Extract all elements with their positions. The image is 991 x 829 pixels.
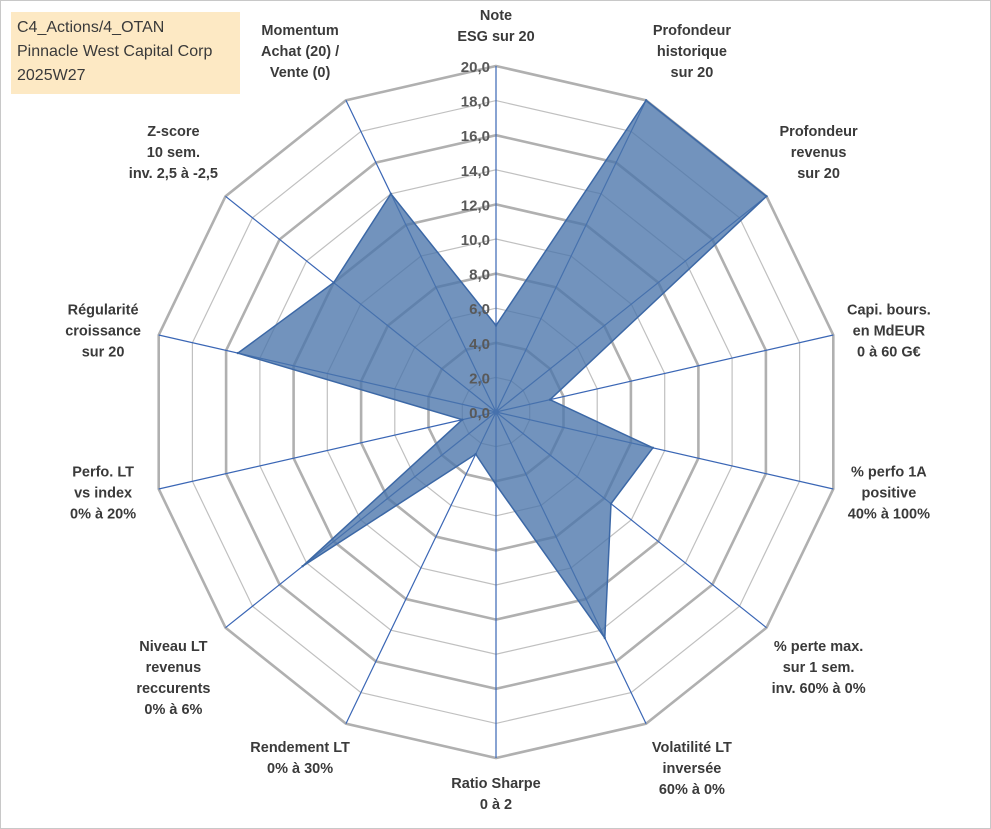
data-point-7 bbox=[494, 483, 498, 486]
axis-label-line: en MdEUR bbox=[853, 324, 926, 340]
data-point-1 bbox=[644, 99, 648, 102]
tick-label: 16,0 bbox=[461, 128, 490, 145]
tick-label: 6,0 bbox=[469, 301, 490, 318]
axis-label-1: Profondeur historique sur 20 bbox=[653, 23, 731, 81]
spoke-10 bbox=[158, 411, 497, 490]
title-line-1: C4_Actions/4_OTAN bbox=[17, 19, 165, 36]
data-point-5 bbox=[609, 502, 613, 505]
axis-label-line: Profondeur bbox=[653, 23, 731, 39]
axis-label-line: 0 à 60 G€ bbox=[857, 345, 921, 361]
tick-label: 8,0 bbox=[469, 267, 490, 284]
axis-label-line: inv. 60% à 0% bbox=[772, 681, 866, 697]
axis-label-line: Profondeur bbox=[780, 124, 858, 140]
data-point-13 bbox=[389, 192, 393, 195]
axis-label-line: 40% à 100% bbox=[848, 507, 930, 523]
axis-labels: Note ESG sur 20 Profondeur historique sur 20… bbox=[65, 8, 931, 813]
data-point-0 bbox=[494, 324, 498, 327]
axis-label-line: sur 20 bbox=[82, 345, 125, 361]
tick-label: 14,0 bbox=[461, 163, 490, 180]
axis-label-line: % perte max. bbox=[774, 639, 863, 655]
axis-label-line: sur 20 bbox=[797, 166, 840, 182]
data-point-9 bbox=[301, 565, 304, 568]
tick-label: 12,0 bbox=[461, 197, 490, 214]
axis-label-12: Z-score 10 sem. inv. 2,5 à -2,5 bbox=[129, 124, 218, 182]
radial-tick-labels: 0,0 2,0 4,0 6,0 8,0 10,0 12,0 14,0 16,0 18,0 20,0 bbox=[461, 59, 490, 422]
axis-label-line: 0% à 20% bbox=[70, 507, 136, 523]
axis-label-line: Ratio Sharpe bbox=[451, 776, 540, 792]
title-line-2: Pinnacle West Capital Corp bbox=[17, 43, 213, 60]
data-point-10 bbox=[461, 418, 464, 421]
axis-label-line: reccurents bbox=[136, 681, 210, 697]
axis-label-line: Niveau LT bbox=[139, 639, 207, 655]
axis-label-7: Ratio Sharpe 0 à 2 bbox=[451, 776, 540, 813]
axis-label-line: Capi. bours. bbox=[847, 303, 931, 319]
axis-label-line: sur 1 sem. bbox=[783, 660, 855, 676]
axis-label-6: Volatilité LT inversée 60% à 0% bbox=[652, 740, 732, 798]
tick-label: 18,0 bbox=[461, 94, 490, 111]
spoke-3 bbox=[495, 334, 834, 413]
axis-label-line: 0 à 2 bbox=[480, 797, 512, 813]
axis-label-line: Achat (20) / bbox=[261, 44, 339, 60]
axis-label-2: Profondeur revenus sur 20 bbox=[780, 124, 858, 182]
spoke-8 bbox=[345, 411, 497, 724]
axis-label-11: Régularité croissance sur 20 bbox=[65, 303, 141, 361]
axis-label-line: Régularité bbox=[68, 303, 139, 319]
axis-label-line: Volatilité LT bbox=[652, 740, 732, 756]
axis-label-13: Momentum Achat (20) / Vente (0) bbox=[261, 23, 339, 81]
axis-label-line: 60% à 0% bbox=[659, 782, 725, 798]
axis-label-5: % perte max. sur 1 sem. inv. 60% à 0% bbox=[772, 639, 866, 697]
axis-label-line: 0% à 6% bbox=[144, 702, 202, 718]
axis-label-line: inversée bbox=[662, 761, 721, 777]
axis-label-line: 0% à 30% bbox=[267, 761, 333, 777]
axis-label-line: Z-score bbox=[147, 124, 199, 140]
axis-label-9: Niveau LT revenus reccurents 0% à 6% bbox=[136, 639, 210, 718]
data-point-6 bbox=[603, 636, 606, 640]
axis-label-line: Rendement LT bbox=[250, 740, 350, 756]
data-point-3 bbox=[548, 398, 552, 401]
data-point-11 bbox=[236, 351, 240, 355]
tick-label: 0,0 bbox=[469, 405, 490, 422]
axis-label-line: revenus bbox=[791, 145, 847, 161]
axis-label-0: Note ESG sur 20 bbox=[457, 8, 534, 45]
axis-label-line: positive bbox=[862, 486, 917, 502]
axis-label-line: revenus bbox=[146, 660, 202, 676]
axis-label-4: % perfo 1A positive 40% à 100% bbox=[848, 465, 930, 523]
axis-label-line: historique bbox=[657, 44, 727, 60]
axis-label-line: ESG sur 20 bbox=[457, 29, 534, 45]
axis-label-line: Vente (0) bbox=[270, 65, 331, 81]
axis-label-8: Rendement LT 0% à 30% bbox=[250, 740, 350, 777]
axis-label-line: vs index bbox=[74, 486, 132, 502]
tick-label: 20,0 bbox=[461, 59, 490, 76]
tick-label: 10,0 bbox=[461, 232, 490, 249]
tick-label: 4,0 bbox=[469, 336, 490, 353]
data-point-12 bbox=[332, 281, 335, 284]
axis-label-line: inv. 2,5 à -2,5 bbox=[129, 166, 218, 182]
axis-label-line: sur 20 bbox=[671, 65, 714, 81]
axis-label-line: 10 sem. bbox=[147, 145, 200, 161]
tick-label: 2,0 bbox=[469, 370, 490, 387]
data-point-2 bbox=[765, 195, 768, 198]
axis-label-line: Perfo. LT bbox=[72, 465, 134, 481]
axis-label-line: Momentum bbox=[261, 23, 338, 39]
axis-label-3: Capi. bours. en MdEUR 0 à 60 G€ bbox=[847, 303, 931, 361]
chart-title-box: C4_Actions/4_OTAN Pinnacle West Capital … bbox=[11, 12, 240, 94]
series-area bbox=[236, 99, 768, 641]
radar-series bbox=[236, 99, 768, 641]
axis-label-line: % perfo 1A bbox=[851, 465, 927, 481]
data-point-4 bbox=[651, 446, 655, 449]
axis-label-10: Perfo. LT vs index 0% à 20% bbox=[70, 465, 136, 523]
data-point-8 bbox=[474, 452, 477, 456]
axis-label-line: croissance bbox=[65, 324, 141, 340]
title-line-3: 2025W27 bbox=[17, 67, 86, 84]
axis-label-line: Note bbox=[480, 8, 512, 24]
